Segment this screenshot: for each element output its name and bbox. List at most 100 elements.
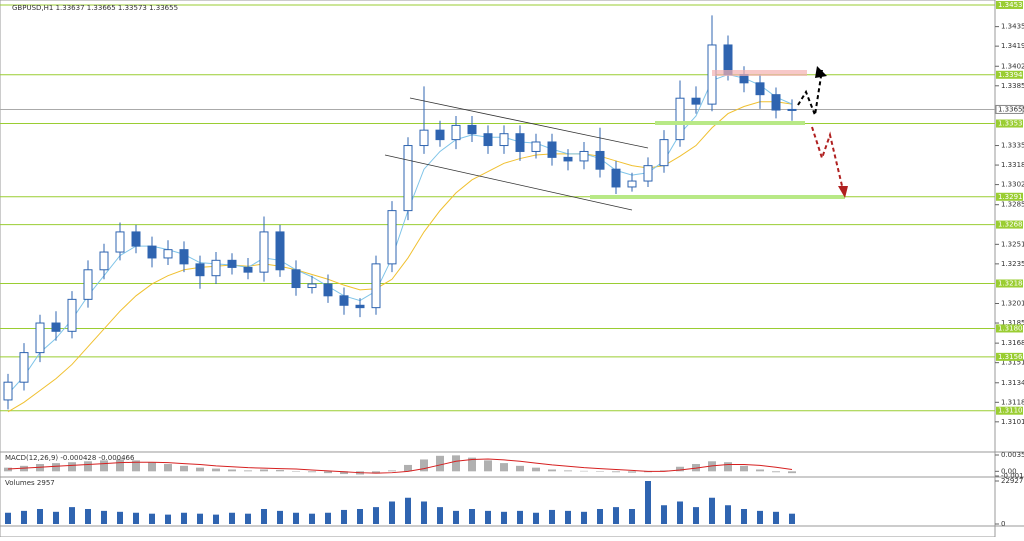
macd-bar bbox=[4, 467, 12, 472]
volume-bar bbox=[693, 507, 699, 524]
volume-bar bbox=[725, 505, 731, 524]
macd-bar bbox=[740, 465, 748, 472]
candle-body bbox=[483, 133, 493, 147]
y-tick-label: 1.32515 bbox=[1001, 240, 1024, 248]
candle-body bbox=[19, 352, 29, 383]
plot-frame bbox=[0, 0, 996, 538]
arrow-head bbox=[838, 186, 848, 198]
support-zone bbox=[590, 195, 845, 199]
candle-body bbox=[131, 231, 141, 247]
macd-bar bbox=[612, 471, 620, 473]
macd-bar bbox=[180, 465, 188, 472]
candle-body bbox=[435, 129, 445, 141]
volume-bar bbox=[773, 511, 779, 524]
level-label: 1.33948 bbox=[998, 71, 1024, 79]
macd-bar bbox=[212, 468, 220, 472]
candle-body bbox=[323, 283, 333, 297]
candle-body bbox=[627, 180, 637, 188]
candle-body bbox=[339, 295, 349, 306]
macd-bar bbox=[772, 471, 780, 473]
candle-body bbox=[547, 141, 557, 158]
volume-bar bbox=[629, 508, 635, 524]
candle-body bbox=[163, 249, 173, 259]
candle-body bbox=[659, 139, 669, 167]
level-label: 1.33536 bbox=[998, 120, 1024, 128]
level-label-bg bbox=[996, 220, 1023, 229]
candle-body bbox=[563, 156, 573, 162]
up-scenario-arrow bbox=[797, 69, 823, 119]
macd-bar bbox=[68, 462, 76, 472]
candle-body bbox=[195, 263, 205, 277]
volume-bar bbox=[213, 514, 219, 524]
level-label-bg bbox=[996, 192, 1023, 201]
volume-bar bbox=[581, 511, 587, 524]
volume-bar bbox=[373, 507, 379, 524]
candle-body bbox=[787, 108, 797, 111]
macd-bar bbox=[52, 463, 60, 472]
macd-bar bbox=[676, 466, 684, 472]
volume-bar bbox=[261, 508, 267, 524]
y-tick-label: 1.34190 bbox=[1001, 42, 1024, 50]
candle-body bbox=[771, 94, 781, 111]
macd-bar bbox=[500, 463, 508, 472]
volume-bar bbox=[133, 512, 139, 524]
macd-bar bbox=[724, 462, 732, 472]
macd-bar bbox=[372, 471, 380, 474]
y-tick-label: 1.33185 bbox=[1001, 161, 1024, 169]
candle-body bbox=[419, 129, 429, 147]
candle-body bbox=[275, 231, 285, 271]
volume-bar bbox=[325, 512, 331, 524]
macd-title: MACD(12,26,9) -0.000428 -0.000466 bbox=[5, 454, 135, 462]
volume-bar bbox=[101, 510, 107, 524]
candle-body bbox=[307, 283, 317, 289]
candle-body bbox=[643, 165, 653, 182]
candle-body bbox=[243, 266, 253, 273]
arrow-head bbox=[815, 66, 827, 78]
candle-body bbox=[691, 97, 701, 105]
candle-body bbox=[467, 124, 477, 135]
macd-bar bbox=[468, 457, 476, 472]
volume-bar bbox=[741, 508, 747, 524]
macd-bar bbox=[84, 461, 92, 472]
macd-bar bbox=[564, 470, 572, 472]
y-tick-label: 1.31345 bbox=[1001, 379, 1024, 387]
macd-bar bbox=[548, 469, 556, 472]
y-tick-label: 1.31015 bbox=[1001, 418, 1024, 426]
candle-body bbox=[499, 133, 509, 147]
channel-line bbox=[409, 97, 649, 149]
channel-line bbox=[384, 154, 633, 211]
volume-bar bbox=[645, 481, 651, 524]
macd-bar bbox=[484, 460, 492, 472]
volume-bar bbox=[309, 513, 315, 524]
volume-bar bbox=[181, 512, 187, 524]
volume-bar bbox=[789, 513, 795, 524]
level-label-bg bbox=[996, 352, 1023, 361]
y-tick-label: 1.34020 bbox=[1001, 62, 1024, 70]
candle-body bbox=[147, 245, 157, 259]
macd-bar bbox=[532, 467, 540, 472]
candle-body bbox=[99, 251, 109, 271]
volume-bar bbox=[69, 507, 75, 524]
level-label-bg bbox=[996, 324, 1023, 333]
candle-body bbox=[451, 124, 461, 141]
macd-bar bbox=[404, 464, 412, 472]
macd-bar bbox=[276, 469, 284, 472]
down-scenario-arrow bbox=[811, 126, 844, 191]
volume-bar bbox=[533, 512, 539, 524]
macd-bar bbox=[244, 470, 252, 472]
macd-bar bbox=[580, 470, 588, 472]
candle-body bbox=[35, 322, 45, 354]
volume-bar bbox=[245, 513, 251, 524]
volume-bar bbox=[405, 497, 411, 524]
y-tick-label: 1.33855 bbox=[1001, 82, 1024, 90]
volume-bar bbox=[341, 509, 347, 524]
candle-body bbox=[355, 304, 365, 309]
candle-body bbox=[83, 269, 93, 300]
level-label: 1.31109 bbox=[998, 407, 1024, 415]
macd-bar bbox=[148, 462, 156, 472]
volume-bar bbox=[389, 501, 395, 524]
macd-bar bbox=[164, 464, 172, 472]
volume-bar bbox=[517, 510, 523, 524]
volume-bar bbox=[197, 513, 203, 524]
macd-bar bbox=[260, 469, 268, 472]
